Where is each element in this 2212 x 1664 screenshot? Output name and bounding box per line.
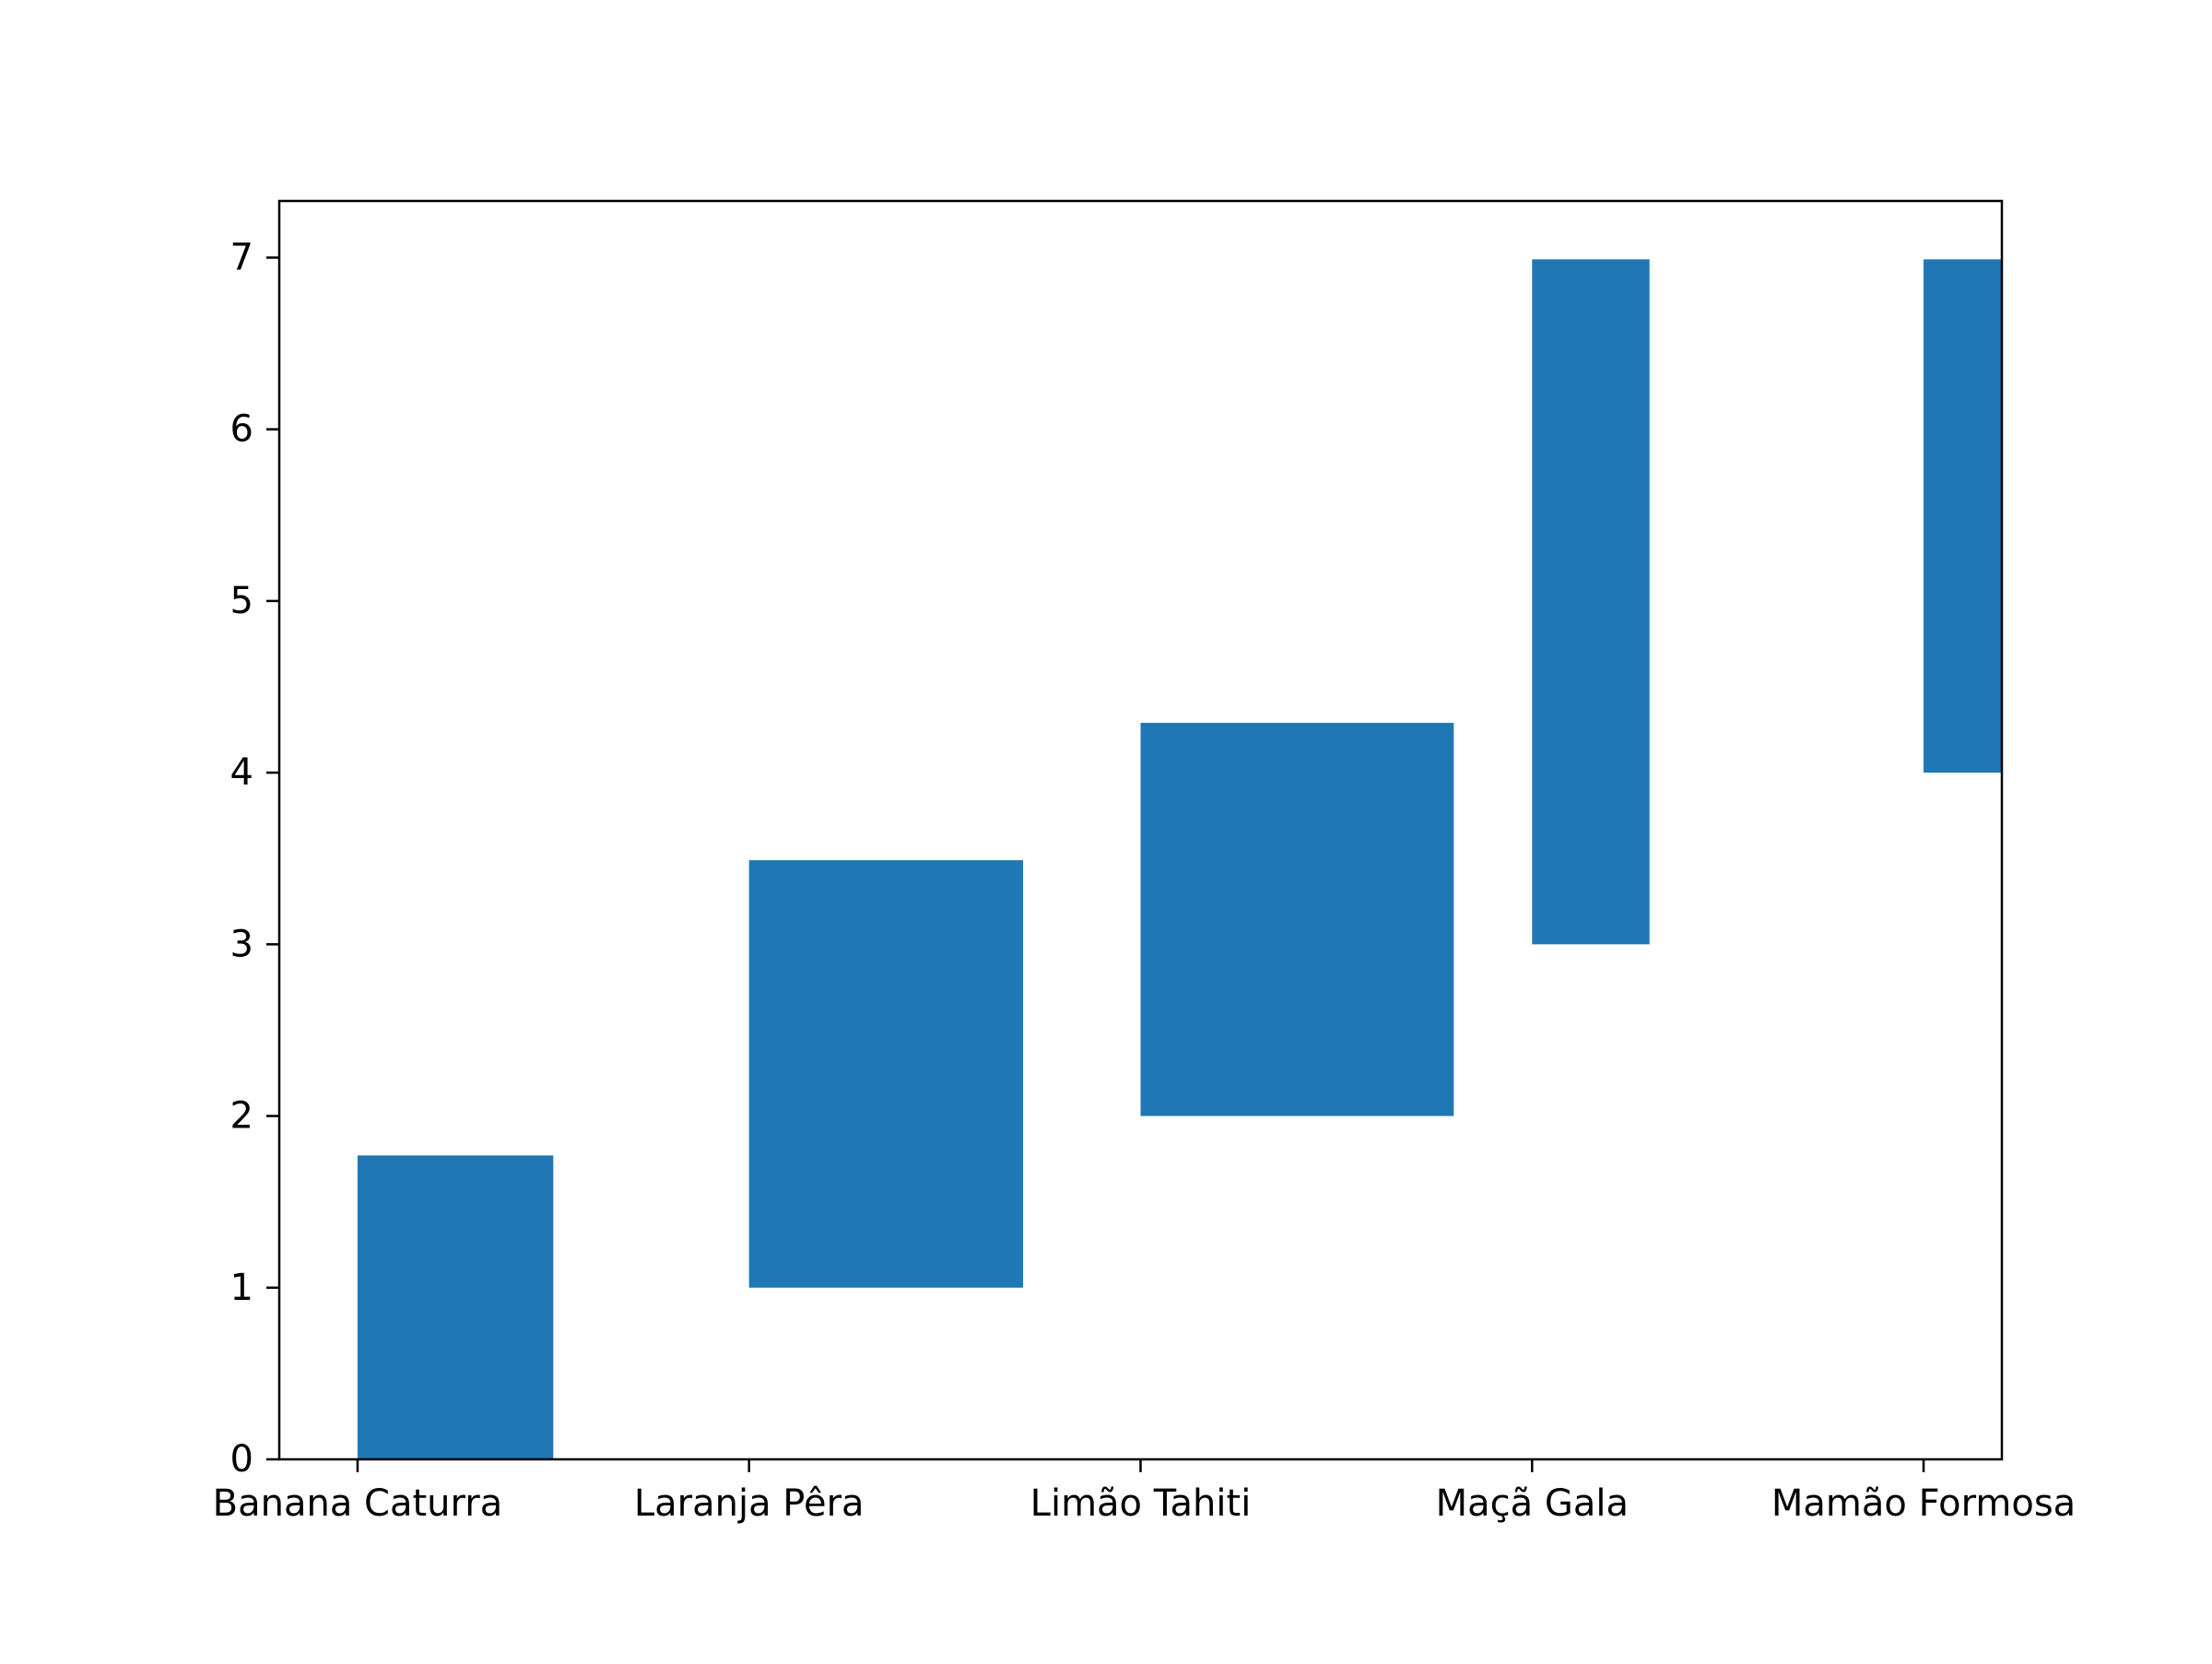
bars-group [357, 259, 2003, 1459]
ticks-group: 0 1 2 3 4 5 6 7 Banana Caturra Laranja Pêra Limão … [213, 236, 2077, 1525]
y-tick-label-1: 1 [230, 1267, 253, 1309]
y-tick-label-7: 7 [230, 236, 253, 278]
y-tick-label-0: 0 [230, 1438, 253, 1481]
y-tick-label-3: 3 [230, 923, 253, 965]
bar-1 [748, 860, 1024, 1288]
x-tick-label-2: Limão Tahiti [1030, 1482, 1252, 1525]
x-tick-label-0: Banana Caturra [213, 1482, 503, 1525]
y-tick-label-6: 6 [230, 408, 253, 451]
bar-4 [1924, 259, 2003, 773]
y-tick-label-4: 4 [230, 751, 253, 794]
y-tick-label-2: 2 [230, 1095, 253, 1138]
bar-2 [1140, 723, 1454, 1116]
bar-0 [357, 1155, 554, 1459]
x-tick-label-3: Maçã Gala [1436, 1482, 1629, 1525]
x-tick-label-1: Laranja Pêra [634, 1482, 865, 1525]
x-tick-label-4: Mamão Formosa [1771, 1482, 2076, 1525]
bar-3 [1532, 259, 1650, 945]
y-tick-label-5: 5 [230, 580, 253, 622]
